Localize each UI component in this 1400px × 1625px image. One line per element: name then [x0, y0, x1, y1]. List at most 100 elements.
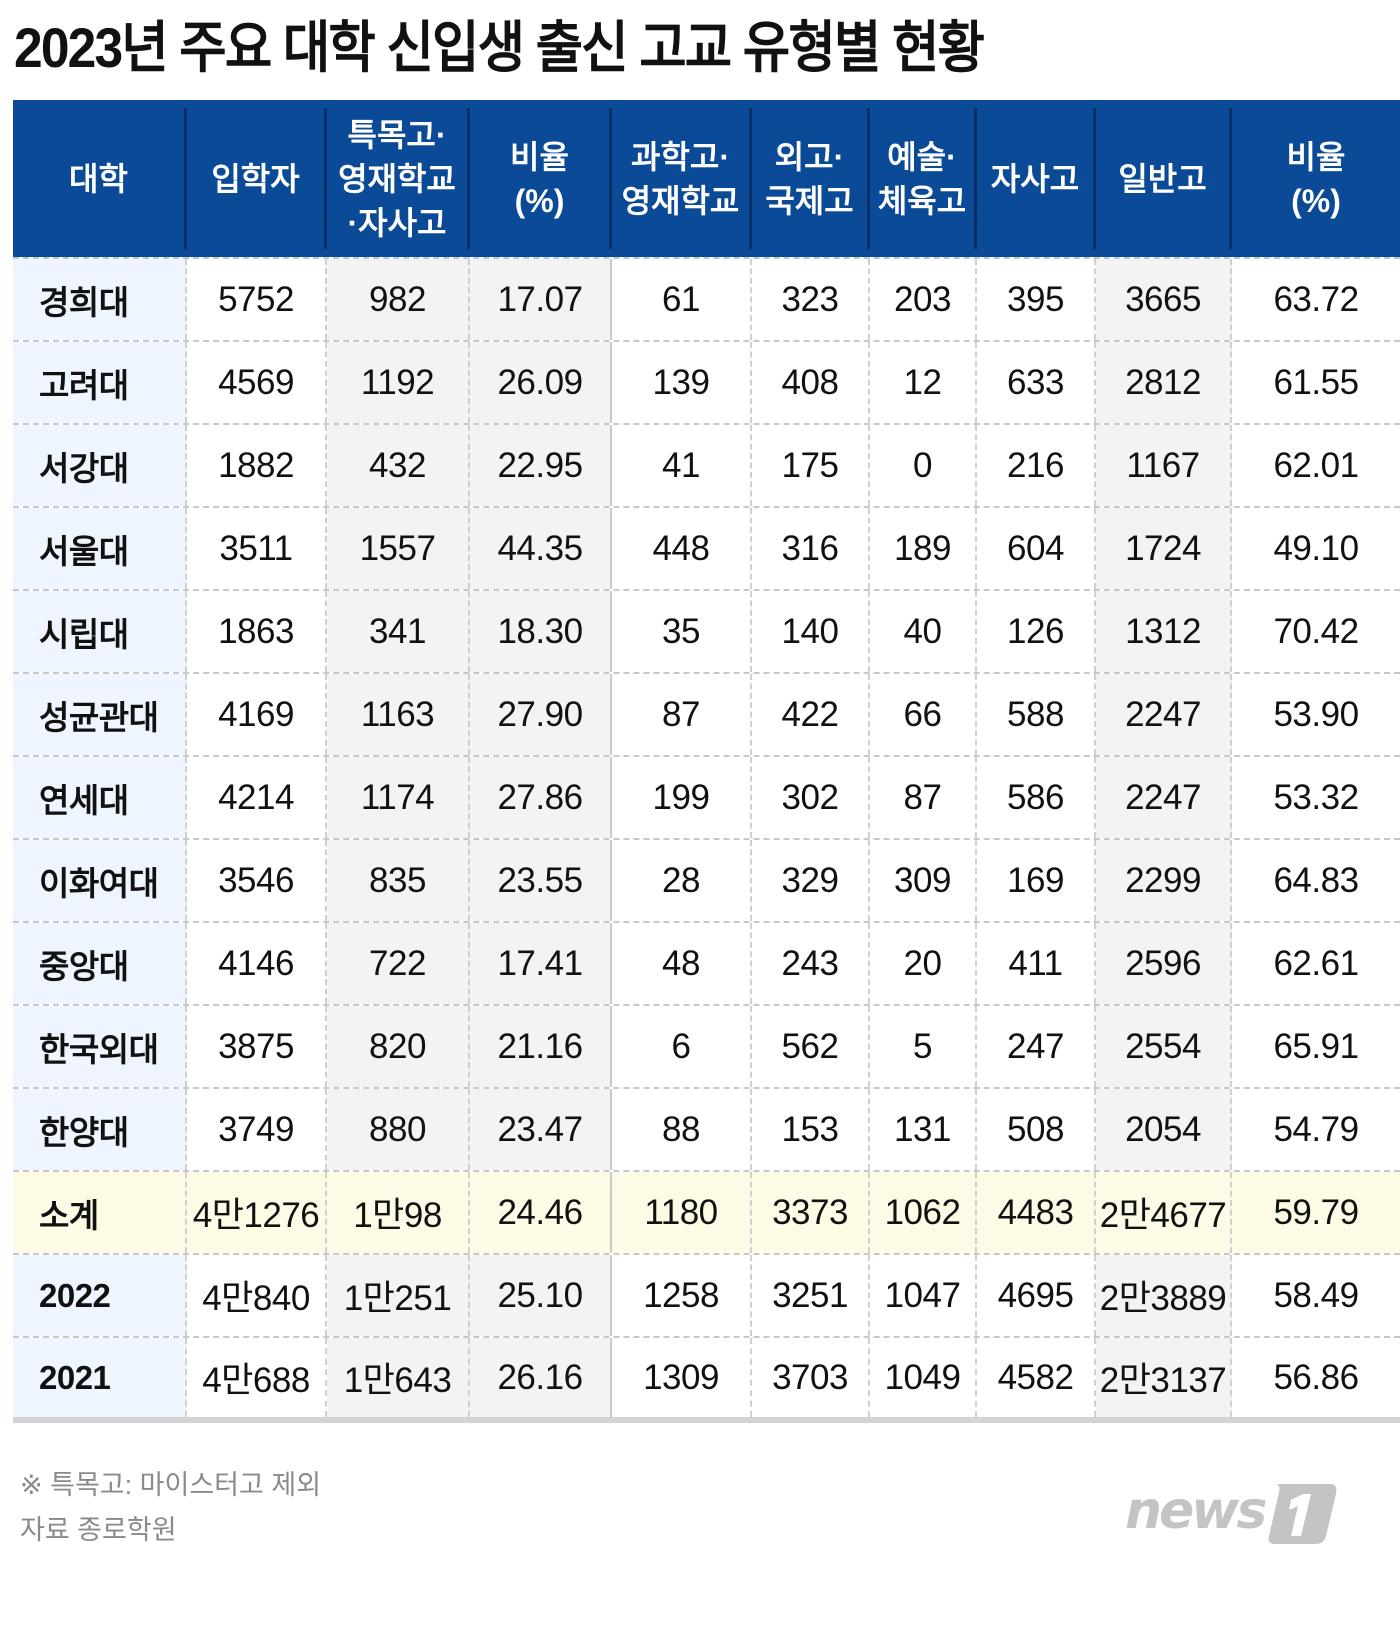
cell-ratio-general: 70.42	[1273, 611, 1359, 651]
row-label: 서강대	[13, 425, 187, 506]
cell-ratio-special: 23.47	[470, 1089, 612, 1170]
cell-special-total: 1192	[327, 342, 470, 423]
table-row-sogang: 서강대 1882 432 22.95 41 175 0 216 1167 62.01	[13, 423, 1400, 506]
row-label: 한양대	[13, 1089, 187, 1170]
cell-special-total: 835	[327, 840, 470, 921]
news1-logo-icon: news	[1125, 1481, 1337, 1544]
table-row-chungang: 중앙대 4146 722 17.41 48 243 20 411 2596 62.61	[13, 921, 1400, 1004]
cell-general: 1724	[1096, 508, 1232, 589]
cell-foreign-intl: 329	[752, 840, 870, 921]
cell-foreign-intl: 3373	[752, 1172, 870, 1253]
row-label: 소계	[13, 1172, 187, 1253]
header-university: 대학	[13, 108, 187, 249]
cell-science-gifted: 1180	[612, 1172, 752, 1253]
row-label: 2021	[13, 1338, 187, 1417]
table-row-ewha: 이화여대 3546 835 23.55 28 329 309 169 2299 64.83	[13, 838, 1400, 921]
cell-foreign-intl: 153	[752, 1089, 870, 1170]
cell-general: 2247	[1096, 757, 1232, 838]
cell-ratio-general: 49.10	[1273, 528, 1359, 568]
cell-general: 1312	[1096, 591, 1232, 672]
cell-ratio-special: 23.55	[470, 840, 612, 921]
row-label: 서울대	[13, 508, 187, 589]
header-science-gifted: 과학고· 영재학교	[612, 108, 752, 249]
cell-general: 1167	[1096, 425, 1232, 506]
cell-ratio-special: 17.41	[470, 923, 612, 1004]
cell-autonomous-private: 633	[977, 342, 1096, 423]
news1-logo: news	[1125, 1478, 1340, 1548]
cell-general: 2812	[1096, 342, 1232, 423]
cell-general: 2247	[1096, 674, 1232, 755]
cell-science-gifted: 88	[612, 1089, 752, 1170]
table-row-year-2021: 2021 4만688 1만643 26.16 1309 3703 1049 4582 2만313…	[13, 1336, 1400, 1417]
cell-ratio-special: 18.30	[470, 591, 612, 672]
header-special-purpose-total: 특목고· 영재학교 ·자사고	[327, 108, 470, 249]
cell-admitted: 4만840	[187, 1255, 327, 1336]
table-row-skku: 성균관대 4169 1163 27.90 87 422 66 588 2247 53.90	[13, 672, 1400, 755]
cell-admitted: 1882	[187, 425, 327, 506]
cell-ratio-special: 27.90	[470, 674, 612, 755]
cell-general: 2만4677	[1096, 1172, 1232, 1253]
table-row-yonsei: 연세대 4214 1174 27.86 199 302 87 586 2247 53.32	[13, 755, 1400, 838]
row-label: 2022	[13, 1255, 187, 1336]
cell-ratio-general: 65.91	[1273, 1026, 1359, 1066]
cell-arts-sports: 87	[870, 757, 977, 838]
table-row-subtotal: 소계 4만1276 1만98 24.46 1180 3373 1062 4483 2만4677 5…	[13, 1170, 1400, 1253]
table-body: 경희대 5752 982 17.07 61 323 203 395 3665 63.72 고려대 45…	[13, 257, 1400, 1417]
source-credit: 자료 종로학원	[20, 1515, 177, 1545]
table-row-hanyang: 한양대 3749 880 23.47 88 153 131 508 2054 54.79	[13, 1087, 1400, 1170]
table-row-year-2022: 2022 4만840 1만251 25.10 1258 3251 1047 4695 2만388…	[13, 1253, 1400, 1336]
cell-ratio-special: 17.07	[470, 259, 612, 340]
cell-autonomous-private: 216	[977, 425, 1096, 506]
cell-autonomous-private: 588	[977, 674, 1096, 755]
row-label: 성균관대	[13, 674, 187, 755]
cell-special-total: 820	[327, 1006, 470, 1087]
table-row-kyunghee: 경희대 5752 982 17.07 61 323 203 395 3665 63.72	[13, 257, 1400, 340]
cell-foreign-intl: 316	[752, 508, 870, 589]
cell-special-total: 982	[327, 259, 470, 340]
cell-science-gifted: 87	[612, 674, 752, 755]
cell-special-total: 880	[327, 1089, 470, 1170]
cell-arts-sports: 5	[870, 1006, 977, 1087]
cell-ratio-general: 59.79	[1232, 1172, 1400, 1253]
footnote: ※ 특목고: 마이스터고 제외	[20, 1470, 322, 1500]
cell-arts-sports: 1062	[870, 1172, 977, 1253]
cell-special-total: 1만98	[327, 1172, 470, 1253]
cell-ratio-special: 22.95	[470, 425, 612, 506]
row-label: 연세대	[13, 757, 187, 838]
cell-ratio-special: 25.10	[470, 1255, 612, 1336]
cell-arts-sports: 20	[870, 923, 977, 1004]
cell-foreign-intl: 422	[752, 674, 870, 755]
cell-foreign-intl: 302	[752, 757, 870, 838]
cell-foreign-intl: 562	[752, 1006, 870, 1087]
svg-text:news: news	[1125, 1481, 1266, 1541]
cell-arts-sports: 1047	[870, 1255, 977, 1336]
table-row-snu: 서울대 3511 1557 44.35 448 316 189 604 1724 49.10	[13, 506, 1400, 589]
cell-arts-sports: 12	[870, 342, 977, 423]
cell-arts-sports: 309	[870, 840, 977, 921]
row-label: 중앙대	[13, 923, 187, 1004]
cell-admitted: 5752	[187, 259, 327, 340]
cell-ratio-general: 53.32	[1273, 777, 1359, 817]
cell-admitted: 4146	[187, 923, 327, 1004]
cell-special-total: 722	[327, 923, 470, 1004]
table-bottom-border	[13, 1417, 1400, 1423]
cell-autonomous-private: 395	[977, 259, 1096, 340]
cell-arts-sports: 1049	[870, 1338, 977, 1417]
cell-autonomous-private: 586	[977, 757, 1096, 838]
cell-science-gifted: 61	[612, 259, 752, 340]
cell-science-gifted: 1309	[612, 1338, 752, 1417]
cell-science-gifted: 139	[612, 342, 752, 423]
cell-admitted: 3875	[187, 1006, 327, 1087]
cell-ratio-general: 62.61	[1273, 943, 1359, 983]
row-label: 고려대	[13, 342, 187, 423]
cell-ratio-general: 58.49	[1273, 1275, 1359, 1315]
cell-general: 2054	[1096, 1089, 1232, 1170]
cell-arts-sports: 0	[870, 425, 977, 506]
cell-admitted: 4만1276	[187, 1172, 327, 1253]
cell-foreign-intl: 323	[752, 259, 870, 340]
cell-admitted: 1863	[187, 591, 327, 672]
cell-science-gifted: 35	[612, 591, 752, 672]
cell-general: 2만3889	[1096, 1255, 1232, 1336]
cell-ratio-special: 26.16	[470, 1338, 612, 1417]
cell-admitted: 4만688	[187, 1338, 327, 1417]
